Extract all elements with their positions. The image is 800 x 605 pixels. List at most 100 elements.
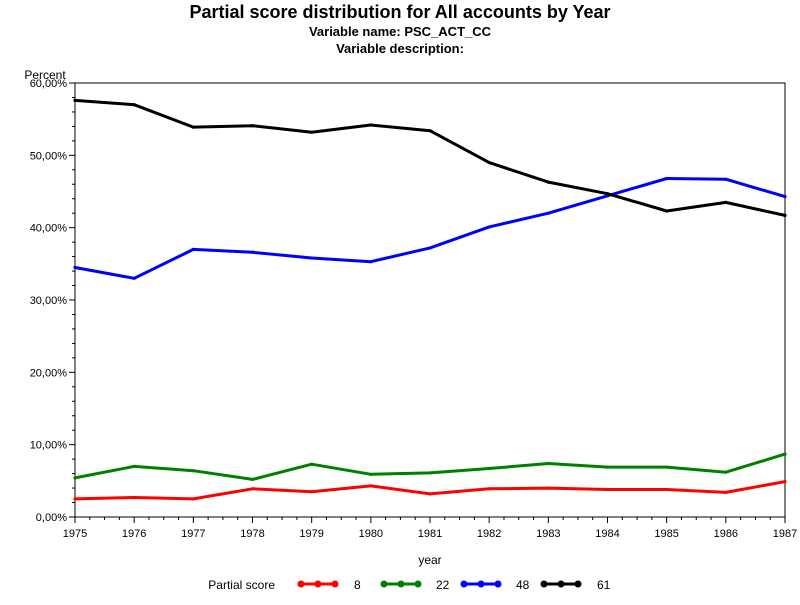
data-point-61 xyxy=(250,124,255,128)
y-tick-label: 50,00% xyxy=(30,150,68,162)
legend-marker-61 xyxy=(557,580,565,588)
x-axis-label: year xyxy=(418,553,441,567)
chart-subtitle-variable-description: Variable description: xyxy=(336,41,464,56)
legend-marker-22 xyxy=(397,580,405,588)
data-point-61 xyxy=(73,98,77,102)
legend-label-61: 61 xyxy=(597,578,611,592)
x-tick-label: 1984 xyxy=(595,528,619,540)
data-point-22 xyxy=(605,465,610,469)
data-point-48 xyxy=(310,256,314,260)
data-point-8 xyxy=(250,487,255,491)
chart-subtitle-variable-name: Variable name: PSC_ACT_CC xyxy=(309,24,492,39)
data-point-61 xyxy=(369,123,373,127)
data-point-22 xyxy=(73,476,77,480)
x-tick-label: 1986 xyxy=(714,528,738,540)
data-point-48 xyxy=(665,176,669,181)
data-point-8 xyxy=(73,497,77,501)
data-point-22 xyxy=(783,452,787,456)
series-line-8 xyxy=(73,480,787,501)
legend-marker-22 xyxy=(414,580,422,588)
data-point-22 xyxy=(724,470,728,474)
x-tick-label: 1977 xyxy=(181,528,205,540)
data-point-22 xyxy=(132,464,136,468)
data-point-61 xyxy=(191,125,195,129)
data-point-48 xyxy=(73,265,77,270)
x-tick-label: 1981 xyxy=(418,528,442,540)
data-point-61 xyxy=(665,209,669,213)
x-tick-label: 1987 xyxy=(773,528,797,540)
data-point-22 xyxy=(369,472,373,476)
data-point-22 xyxy=(310,462,314,466)
legend-marker-8 xyxy=(297,580,305,588)
data-point-22 xyxy=(665,465,669,469)
y-tick-label: 60,00% xyxy=(30,78,68,90)
data-point-8 xyxy=(191,497,195,501)
x-tick-label: 1980 xyxy=(359,528,383,540)
data-point-8 xyxy=(428,492,432,496)
legend-marker-8 xyxy=(314,580,322,588)
data-point-61 xyxy=(724,200,728,204)
data-point-8 xyxy=(605,487,610,492)
legend-marker-61 xyxy=(574,580,582,588)
data-point-61 xyxy=(428,129,432,133)
chart-title: Partial score distribution for All accou… xyxy=(189,2,610,22)
x-tick-label: 1975 xyxy=(63,528,87,540)
data-point-48 xyxy=(369,260,373,264)
legend-marker-8 xyxy=(331,580,339,588)
series-line-61 xyxy=(73,98,787,217)
x-tick-label: 1983 xyxy=(536,528,560,540)
data-point-8 xyxy=(369,484,373,488)
data-point-61 xyxy=(783,213,787,217)
data-point-8 xyxy=(724,490,728,495)
x-tick-label: 1985 xyxy=(654,528,678,540)
data-point-22 xyxy=(546,461,550,466)
x-tick-label: 1978 xyxy=(240,528,264,540)
data-point-8 xyxy=(487,487,491,491)
data-point-48 xyxy=(724,177,728,181)
data-point-48 xyxy=(132,276,136,280)
legend-marker-61 xyxy=(540,580,548,588)
series-line-22 xyxy=(73,452,787,481)
legend-label-22: 22 xyxy=(436,578,450,592)
data-point-48 xyxy=(487,225,491,229)
data-point-22 xyxy=(191,469,195,473)
y-tick-label: 0,00% xyxy=(36,512,67,524)
series-lines xyxy=(73,98,787,501)
data-point-22 xyxy=(250,477,255,481)
y-tick-label: 20,00% xyxy=(30,367,68,379)
legend: 8 22 48 61 xyxy=(297,578,611,592)
plot-frame xyxy=(74,82,786,518)
data-point-22 xyxy=(428,471,432,475)
legend-marker-22 xyxy=(380,580,388,588)
legend-label-8: 8 xyxy=(354,578,361,592)
legend-title: Partial score xyxy=(208,578,275,592)
x-tick-label: 1982 xyxy=(477,528,501,540)
data-point-48 xyxy=(546,211,550,215)
y-tick-label: 40,00% xyxy=(30,223,68,235)
x-tick-label: 1976 xyxy=(122,528,146,540)
data-point-8 xyxy=(546,486,550,490)
data-point-48 xyxy=(428,246,432,250)
data-point-61 xyxy=(132,103,136,107)
data-point-61 xyxy=(546,180,550,184)
series-line-48 xyxy=(73,177,787,280)
legend-marker-48 xyxy=(460,580,468,588)
axes: 0,00% 10,00% 20,00% 30,00% 40,00% 50,00% 60,00… xyxy=(30,78,798,540)
legend-marker-48 xyxy=(477,580,485,588)
data-point-61 xyxy=(605,192,610,196)
legend-label-48: 48 xyxy=(516,578,530,592)
y-tick-label: 30,00% xyxy=(30,295,68,307)
data-point-48 xyxy=(783,194,787,199)
legend-marker-48 xyxy=(494,580,502,588)
data-point-48 xyxy=(250,250,255,254)
y-axis-label: Percent xyxy=(24,68,66,82)
data-point-8 xyxy=(783,479,787,484)
data-point-8 xyxy=(665,487,669,492)
data-point-61 xyxy=(310,130,314,134)
data-point-8 xyxy=(310,490,314,494)
data-point-48 xyxy=(191,247,195,251)
data-point-8 xyxy=(132,495,136,500)
x-tick-label: 1979 xyxy=(299,528,323,540)
